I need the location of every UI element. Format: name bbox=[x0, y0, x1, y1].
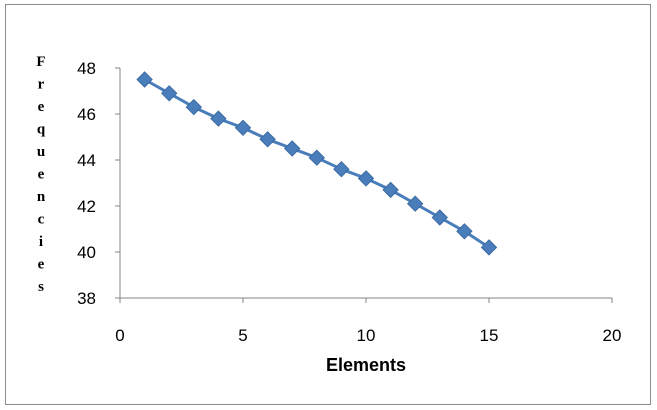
y-tick-label: 42 bbox=[77, 197, 96, 216]
y-axis-title-char: e bbox=[38, 257, 45, 273]
y-tick-label: 48 bbox=[77, 59, 96, 78]
y-axis-title-char: n bbox=[37, 189, 46, 205]
y-axis-title-char: q bbox=[37, 122, 46, 138]
x-axis-title: Elements bbox=[326, 355, 406, 375]
data-point-diamond bbox=[382, 181, 399, 199]
data-point-diamond bbox=[259, 131, 276, 148]
tick-labels: 38 40 42 44 46 48 0 5 10 15 20 bbox=[77, 59, 621, 345]
x-tick-label: 15 bbox=[480, 326, 499, 345]
x-tick-label: 0 bbox=[115, 326, 124, 345]
axes bbox=[115, 67, 613, 303]
data-point-diamond bbox=[308, 149, 326, 166]
data-point-diamond bbox=[456, 223, 473, 240]
y-tick-label: 40 bbox=[77, 243, 96, 262]
data-point-diamond bbox=[357, 170, 375, 187]
y-tick-label: 44 bbox=[77, 151, 96, 170]
y-axis-title-char: e bbox=[38, 99, 45, 115]
chart-frame bbox=[5, 4, 651, 405]
data-point-diamond bbox=[406, 195, 424, 212]
y-tick-label: 38 bbox=[77, 289, 96, 308]
y-axis-title-char: r bbox=[38, 77, 45, 93]
x-tick-label: 5 bbox=[238, 326, 247, 345]
data-point-diamond bbox=[431, 209, 449, 226]
data-point-diamond bbox=[283, 140, 301, 157]
y-axis-title-char: F bbox=[36, 54, 45, 70]
y-axis-title-char: e bbox=[38, 167, 45, 183]
data-point-diamond bbox=[160, 85, 178, 102]
x-tick-label: 10 bbox=[357, 326, 376, 345]
data-point-diamond bbox=[234, 119, 252, 137]
data-point-diamond bbox=[185, 98, 203, 116]
series-layer bbox=[136, 71, 498, 256]
y-axis-title-char: s bbox=[38, 279, 44, 295]
x-tick-label: 20 bbox=[603, 326, 622, 345]
y-axis-title-char: c bbox=[38, 212, 45, 228]
y-tick-label: 46 bbox=[77, 105, 96, 124]
data-point-diamond bbox=[333, 160, 350, 178]
y-axis-title-char: u bbox=[37, 144, 45, 160]
y-axis-title-char: i bbox=[39, 234, 43, 250]
data-point-diamond bbox=[136, 71, 153, 88]
data-point-diamond bbox=[210, 110, 227, 127]
data-point-diamond bbox=[480, 239, 498, 256]
